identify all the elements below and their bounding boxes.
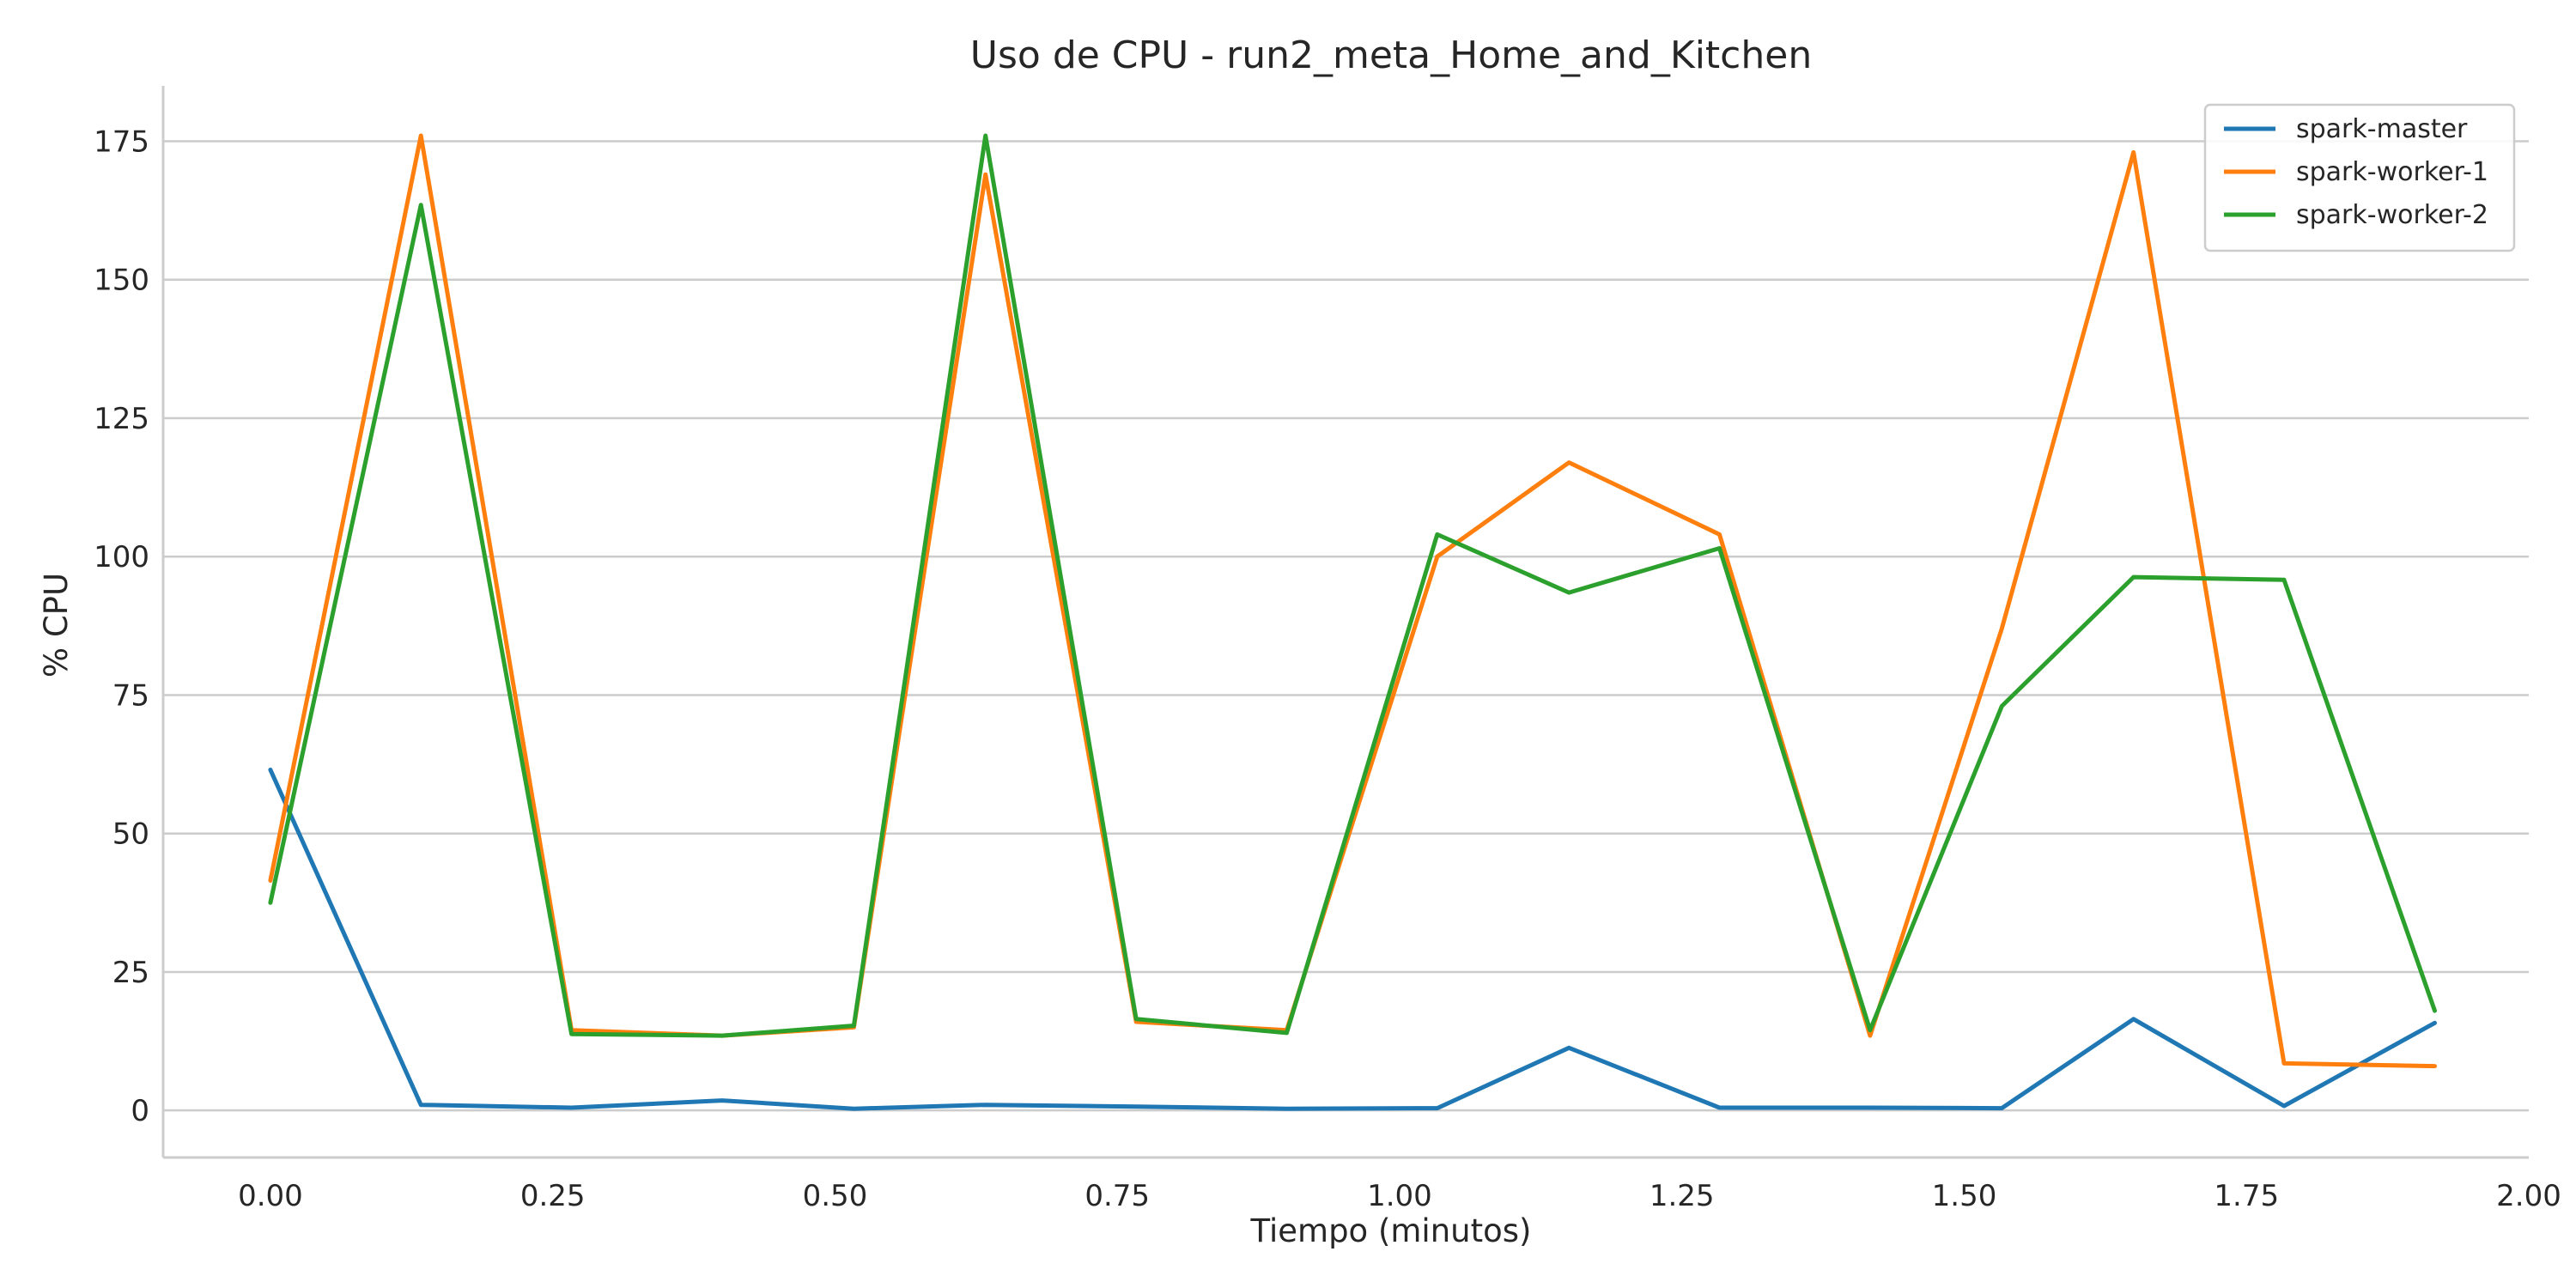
y-tick-labels: 0 25 50 75 100 125 150 175 [94,125,149,1128]
y-tick-label: 100 [94,540,149,574]
x-tick-label: 0.50 [803,1179,868,1213]
y-axis-label: % CPU [38,573,75,677]
series-line-spark-master [268,768,2437,1111]
y-tick-label: 125 [94,402,149,436]
series-line-spark-worker-2 [268,133,2437,1038]
x-tick-label: 1.00 [1367,1179,1432,1213]
y-tick-label: 50 [112,817,149,852]
y-tick-label: 0 [131,1094,149,1128]
series-lines [268,133,2437,1111]
x-tick-label: 2.00 [2496,1179,2561,1213]
legend-label: spark-worker-1 [2296,157,2488,187]
x-tick-label: 0.75 [1084,1179,1150,1213]
x-tick-label: 0.00 [238,1179,303,1213]
x-tick-label: 1.50 [1932,1179,1997,1213]
y-tick-label: 150 [94,264,149,298]
x-tick-labels: 0.00 0.25 0.50 0.75 1.00 1.25 1.50 1.75 2.00 [238,1179,2561,1213]
legend-label: spark-worker-2 [2296,200,2488,230]
y-tick-label: 75 [112,678,149,713]
chart-title: Uso de CPU - run2_meta_Home_and_Kitchen [970,33,1812,77]
x-axis-label: Tiempo (minutos) [1250,1212,1532,1249]
grid-lines [163,140,2529,1112]
legend-box [2203,103,2516,252]
y-tick-label: 175 [94,125,149,159]
axis-spines [161,86,2529,1159]
x-tick-label: 1.25 [1649,1179,1715,1213]
legend: spark-master spark-worker-1 spark-worker-2 [2203,103,2516,252]
legend-label: spark-master [2296,114,2468,144]
x-tick-label: 0.25 [520,1179,586,1213]
y-tick-label: 25 [112,956,149,990]
x-tick-label: 1.75 [2214,1179,2279,1213]
